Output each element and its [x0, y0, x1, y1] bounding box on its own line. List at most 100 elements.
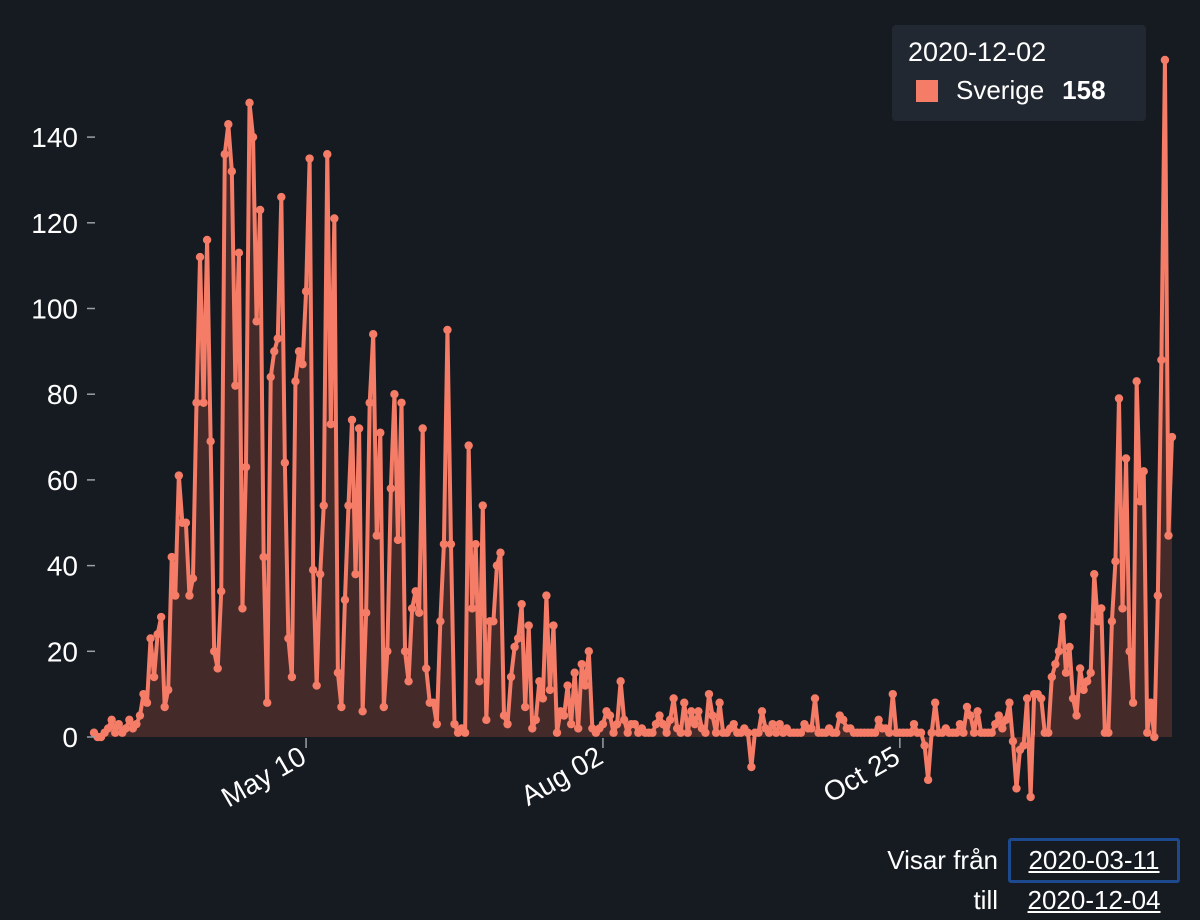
- data-point[interactable]: [966, 711, 975, 720]
- data-point[interactable]: [489, 617, 498, 626]
- data-point[interactable]: [404, 677, 413, 686]
- data-point[interactable]: [164, 685, 173, 695]
- data-point[interactable]: [1121, 454, 1131, 463]
- data-point[interactable]: [1128, 698, 1138, 707]
- data-point[interactable]: [1082, 677, 1092, 686]
- data-point[interactable]: [142, 698, 152, 707]
- data-point[interactable]: [1135, 497, 1145, 506]
- data-point[interactable]: [347, 415, 357, 425]
- data-point[interactable]: [874, 715, 883, 725]
- data-point[interactable]: [266, 372, 275, 382]
- data-point[interactable]: [160, 702, 169, 712]
- data-point[interactable]: [1051, 659, 1060, 669]
- data-point[interactable]: [1164, 531, 1173, 540]
- data-point[interactable]: [743, 728, 753, 737]
- data-point[interactable]: [538, 694, 548, 703]
- data-point[interactable]: [333, 668, 343, 677]
- data-point[interactable]: [994, 711, 1004, 720]
- data-point[interactable]: [1125, 647, 1134, 656]
- data-point[interactable]: [885, 728, 894, 737]
- data-point[interactable]: [241, 462, 251, 472]
- data-point[interactable]: [584, 647, 594, 656]
- data-point[interactable]: [648, 728, 657, 737]
- data-point[interactable]: [369, 330, 378, 339]
- data-point[interactable]: [577, 659, 586, 669]
- data-point[interactable]: [605, 711, 615, 720]
- data-point[interactable]: [139, 689, 148, 699]
- data-point[interactable]: [747, 762, 756, 772]
- data-point[interactable]: [224, 120, 233, 129]
- data-point[interactable]: [280, 458, 290, 467]
- data-point[interactable]: [291, 377, 300, 386]
- data-point[interactable]: [383, 647, 392, 656]
- data-point[interactable]: [552, 728, 562, 737]
- data-point[interactable]: [277, 192, 286, 202]
- data-point[interactable]: [832, 728, 841, 737]
- data-point[interactable]: [598, 719, 608, 729]
- data-point[interactable]: [238, 604, 247, 613]
- data-point[interactable]: [503, 719, 512, 729]
- data-point[interactable]: [581, 681, 590, 690]
- data-point[interactable]: [418, 424, 427, 433]
- data-point[interactable]: [446, 539, 456, 549]
- data-point[interactable]: [1107, 617, 1117, 626]
- data-point[interactable]: [149, 672, 159, 682]
- data-point[interactable]: [870, 728, 880, 737]
- data-point[interactable]: [563, 681, 572, 690]
- data-point[interactable]: [665, 715, 675, 725]
- data-point[interactable]: [1075, 664, 1085, 673]
- data-point[interactable]: [1072, 711, 1081, 720]
- data-point[interactable]: [630, 719, 639, 729]
- data-point[interactable]: [188, 574, 198, 583]
- data-point[interactable]: [361, 608, 371, 617]
- data-point[interactable]: [1005, 698, 1014, 707]
- data-point[interactable]: [1153, 591, 1163, 600]
- data-point[interactable]: [429, 698, 438, 707]
- data-point[interactable]: [676, 728, 685, 737]
- data-point[interactable]: [1022, 694, 1032, 703]
- data-point[interactable]: [1026, 792, 1035, 802]
- data-point[interactable]: [680, 698, 689, 707]
- data-point[interactable]: [927, 728, 936, 737]
- data-point[interactable]: [365, 398, 374, 407]
- data-point[interactable]: [1146, 698, 1155, 707]
- data-point[interactable]: [234, 248, 244, 257]
- data-point[interactable]: [326, 419, 336, 429]
- data-point[interactable]: [287, 672, 297, 682]
- data-point[interactable]: [390, 390, 399, 399]
- data-point[interactable]: [704, 689, 714, 699]
- data-point[interactable]: [920, 741, 929, 750]
- data-point[interactable]: [153, 629, 162, 639]
- data-point[interactable]: [909, 719, 919, 729]
- data-point[interactable]: [570, 668, 579, 677]
- data-point[interactable]: [450, 719, 459, 729]
- data-point[interactable]: [301, 287, 311, 296]
- data-point[interactable]: [248, 132, 258, 142]
- data-point[interactable]: [694, 707, 703, 716]
- data-point[interactable]: [566, 719, 576, 729]
- data-point[interactable]: [1167, 432, 1177, 442]
- data-point[interactable]: [1079, 685, 1088, 695]
- data-point[interactable]: [651, 719, 661, 729]
- data-point[interactable]: [443, 325, 452, 335]
- data-point[interactable]: [376, 428, 385, 437]
- data-point[interactable]: [991, 719, 1000, 729]
- data-point[interactable]: [810, 694, 820, 703]
- data-point[interactable]: [114, 719, 123, 729]
- data-point[interactable]: [262, 698, 272, 707]
- data-point[interactable]: [270, 347, 279, 356]
- data-point[interactable]: [171, 591, 180, 600]
- data-point[interactable]: [616, 677, 625, 686]
- data-point[interactable]: [655, 711, 664, 720]
- data-point[interactable]: [323, 150, 332, 159]
- data-point[interactable]: [432, 719, 442, 729]
- data-point[interactable]: [1086, 668, 1095, 677]
- data-point[interactable]: [492, 561, 502, 570]
- data-point[interactable]: [156, 612, 166, 622]
- data-point[interactable]: [245, 98, 254, 108]
- data-point[interactable]: [209, 647, 219, 656]
- data-point[interactable]: [888, 689, 897, 699]
- data-point[interactable]: [1097, 604, 1106, 613]
- data-point[interactable]: [775, 719, 784, 729]
- data-point[interactable]: [1065, 642, 1074, 652]
